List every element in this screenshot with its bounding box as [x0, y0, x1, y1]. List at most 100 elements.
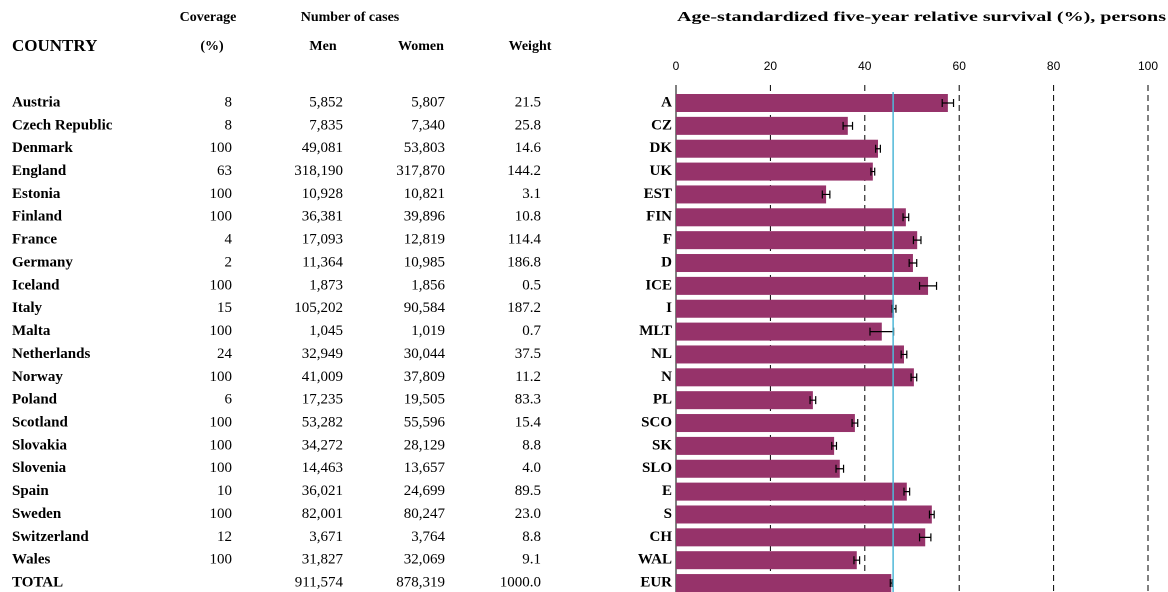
table-cell: 10,985	[404, 254, 445, 270]
table-cell: 10	[217, 483, 232, 499]
table-cell: 911,574	[295, 574, 344, 590]
category-label: DK	[650, 140, 673, 156]
table-cell: 10.8	[515, 209, 541, 225]
error-bar	[918, 533, 932, 542]
table-cell: 14.6	[515, 140, 542, 156]
error-bar	[900, 350, 908, 359]
table-cell: 83.3	[515, 392, 541, 408]
error-bar	[912, 236, 922, 245]
table-cell: 1,873	[309, 277, 343, 293]
country-name: Finland	[12, 209, 63, 225]
table-cell: 318,190	[294, 163, 343, 179]
error-bar	[831, 441, 838, 450]
table-cell: 100	[210, 186, 233, 202]
table-cell: 21.5	[515, 94, 541, 110]
bar	[676, 528, 926, 547]
bar	[676, 436, 835, 455]
bar	[676, 414, 855, 433]
table-cell: 100	[210, 506, 233, 522]
category-label: N	[661, 369, 672, 385]
country-name: Italy	[12, 300, 43, 316]
x-tick-label: 40	[858, 59, 872, 73]
column-header: Men	[309, 39, 336, 54]
country-name: Norway	[12, 369, 63, 385]
error-bar	[928, 510, 935, 519]
bar	[676, 322, 882, 341]
error-bar	[842, 121, 854, 130]
table-cell: 89.5	[515, 483, 541, 499]
table-cell: 90,584	[404, 300, 446, 316]
table-cell: 3,671	[309, 529, 343, 545]
bar	[676, 162, 873, 181]
error-bar	[821, 190, 831, 199]
group-header: Number of cases	[301, 10, 400, 25]
x-tick-label: 20	[764, 59, 778, 73]
table-cell: 8	[225, 94, 233, 110]
error-bar	[903, 487, 911, 496]
table-cell: 10,928	[302, 186, 343, 202]
table-cell: 878,319	[396, 574, 445, 590]
table-cell: 1,045	[309, 323, 343, 339]
table-cell: 49,081	[302, 140, 343, 156]
table-cell: 55,596	[404, 414, 446, 430]
table-cell: 11.2	[515, 369, 541, 385]
table-cell: 17,093	[302, 232, 343, 248]
table-cell: 100	[210, 437, 233, 453]
category-label: FIN	[646, 209, 672, 225]
group-header: Coverage	[180, 10, 237, 25]
table-cell: 28,129	[404, 437, 445, 453]
category-label: SLO	[642, 460, 672, 476]
table-cell: 10,821	[404, 186, 445, 202]
error-bar	[870, 167, 876, 176]
table-cell: 15.4	[515, 414, 542, 430]
table-cell: 100	[210, 414, 233, 430]
country-name: Netherlands	[12, 346, 90, 362]
table-cell: 100	[210, 323, 233, 339]
table-cell: 5,852	[309, 94, 343, 110]
table-cell: 8.8	[522, 437, 541, 453]
table-cell: 13,657	[404, 460, 446, 476]
table-cell: 100	[210, 460, 233, 476]
error-bar	[902, 213, 910, 222]
bar	[676, 574, 892, 592]
country-name: Spain	[12, 483, 49, 499]
table-cell: 8.8	[522, 529, 541, 545]
table-cell: 105,202	[294, 300, 343, 316]
table-cell: 37,809	[404, 369, 445, 385]
table-cell: 4	[225, 232, 233, 248]
country-name: Denmark	[12, 140, 73, 156]
table-cell: 6	[225, 392, 233, 408]
category-label: UK	[650, 163, 673, 179]
bar	[676, 368, 914, 387]
column-header: (%)	[200, 39, 224, 54]
table-cell: 53,803	[404, 140, 445, 156]
x-tick-label: 0	[673, 59, 680, 73]
bar	[676, 94, 948, 112]
table-cell: 23.0	[515, 506, 541, 522]
category-label: PL	[653, 392, 672, 408]
category-label: NL	[651, 346, 672, 362]
error-bar	[851, 419, 859, 428]
bar	[676, 208, 906, 227]
table-cell: 1000.0	[500, 574, 541, 590]
bar	[676, 231, 918, 250]
table-cell: 24	[217, 346, 233, 362]
column-header: Weight	[509, 39, 552, 54]
error-bar	[889, 579, 893, 588]
bar	[676, 345, 904, 364]
country-name: Switzerland	[12, 529, 89, 545]
country-name: Austria	[12, 94, 61, 110]
table-cell: 36,021	[302, 483, 343, 499]
table-cell: 187.2	[507, 300, 541, 316]
category-label: SK	[652, 437, 672, 453]
table-cell: 100	[210, 369, 233, 385]
bar	[676, 185, 827, 204]
table-cell: 12,819	[404, 232, 445, 248]
country-name: Malta	[12, 323, 51, 339]
category-label: F	[663, 232, 672, 248]
table-cell: 144.2	[507, 163, 541, 179]
table-cell: 0.7	[522, 323, 541, 339]
bar	[676, 139, 879, 158]
table-cell: 25.8	[515, 117, 541, 133]
bar	[676, 505, 932, 524]
